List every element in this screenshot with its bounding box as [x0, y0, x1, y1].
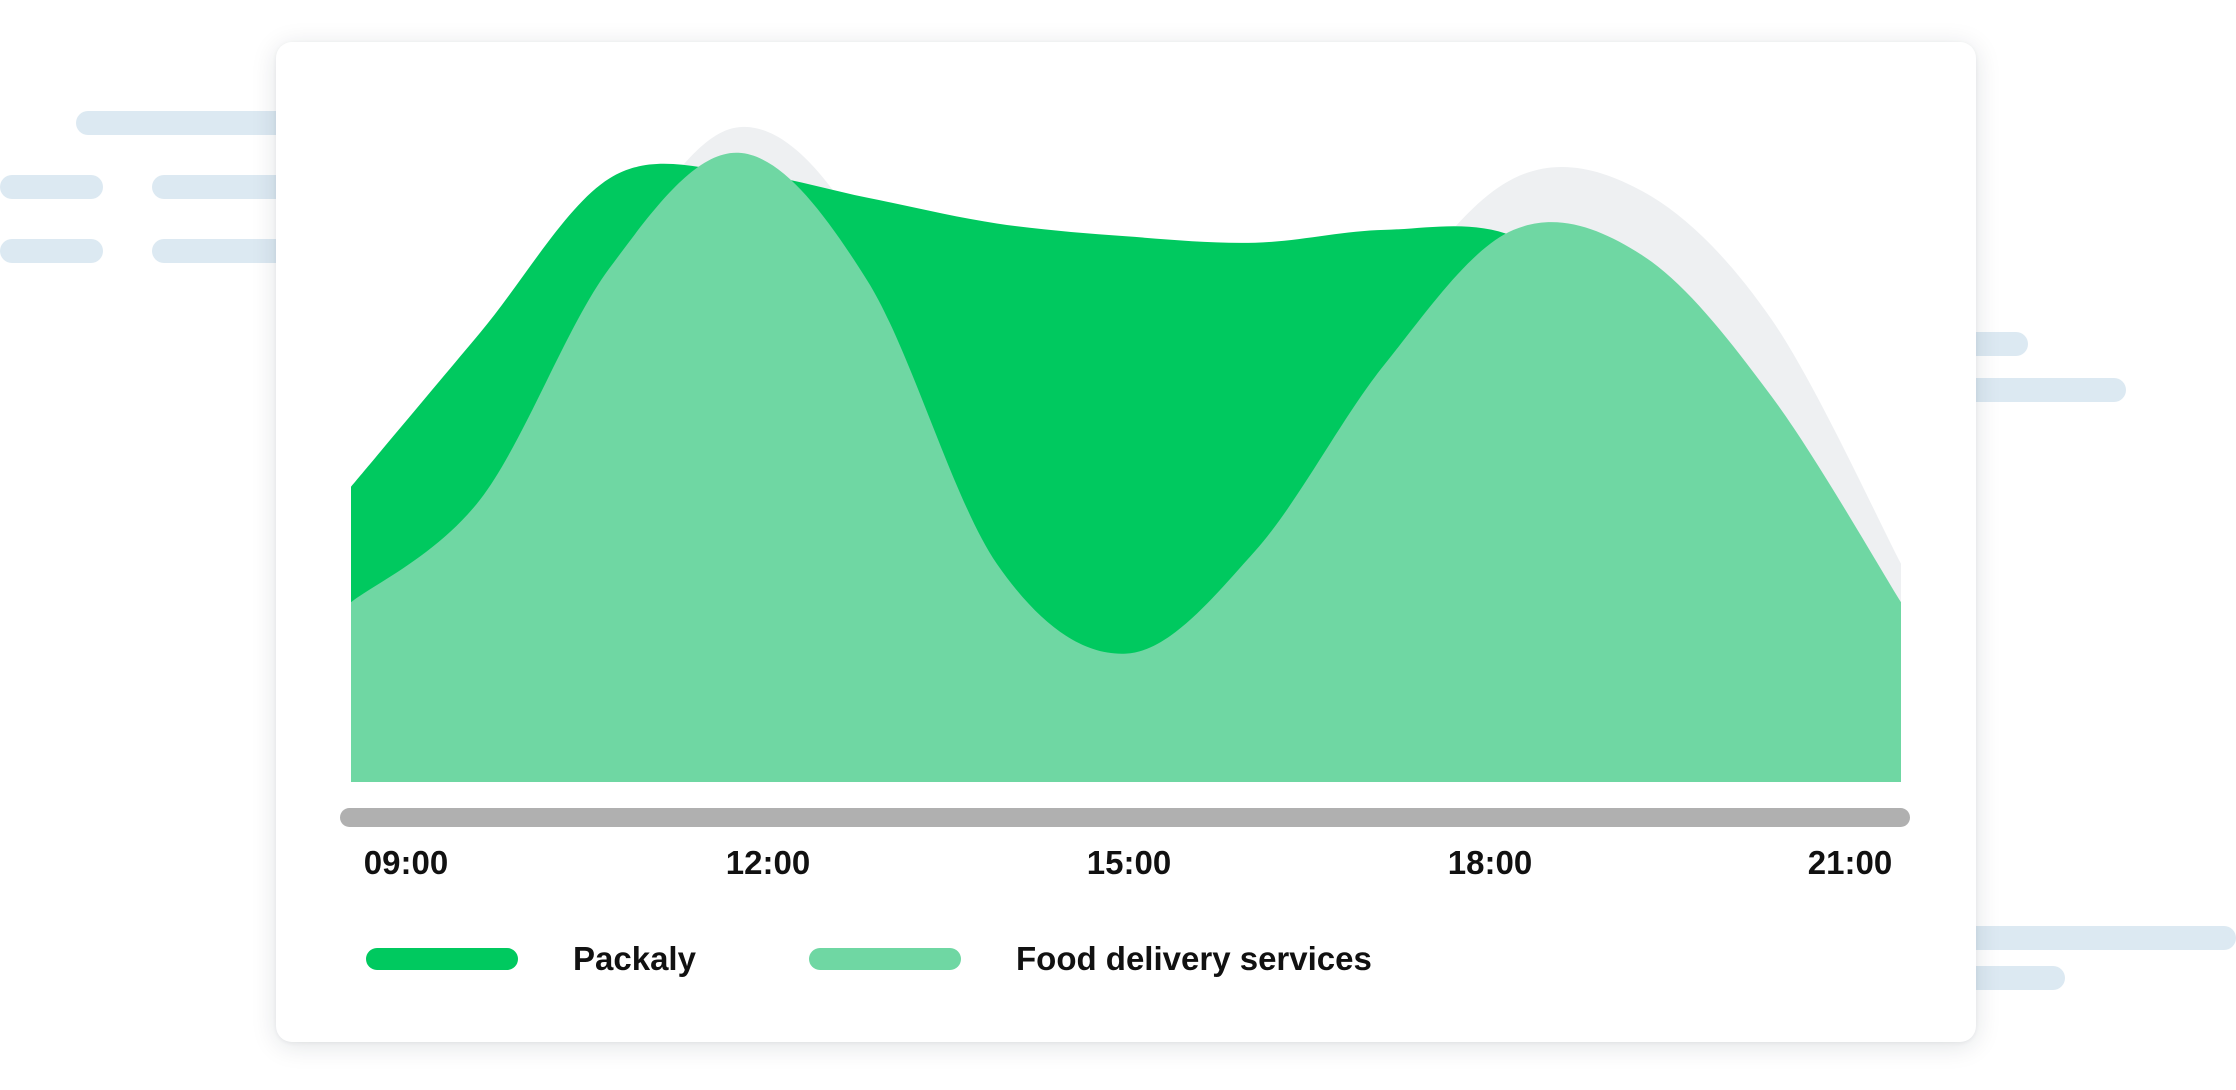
area-chart: 09:00 12:00 15:00 18:00 21:00 [340, 126, 1910, 881]
decor-line [0, 175, 103, 199]
x-axis-bar [340, 808, 1910, 827]
x-tick-label: 12:00 [726, 844, 810, 881]
legend-swatch-food-delivery [809, 948, 961, 970]
chart-card: 09:00 12:00 15:00 18:00 21:00 Packaly Food d… [276, 42, 1976, 1042]
legend-label-food-delivery: Food delivery services [1016, 940, 1372, 977]
x-axis-ticks: 09:00 12:00 15:00 18:00 21:00 [364, 844, 1892, 881]
legend-swatch-packaly [366, 948, 518, 970]
x-tick-label: 21:00 [1808, 844, 1892, 881]
x-tick-label: 18:00 [1448, 844, 1532, 881]
x-tick-label: 09:00 [364, 844, 448, 881]
legend-item-food-delivery: Food delivery services [809, 940, 1372, 978]
legend-label-packaly: Packaly [573, 940, 696, 977]
x-tick-label: 15:00 [1087, 844, 1171, 881]
legend-item-packaly: Packaly [366, 940, 696, 978]
series-area-food-delivery [351, 152, 1901, 782]
decor-line [0, 239, 103, 263]
